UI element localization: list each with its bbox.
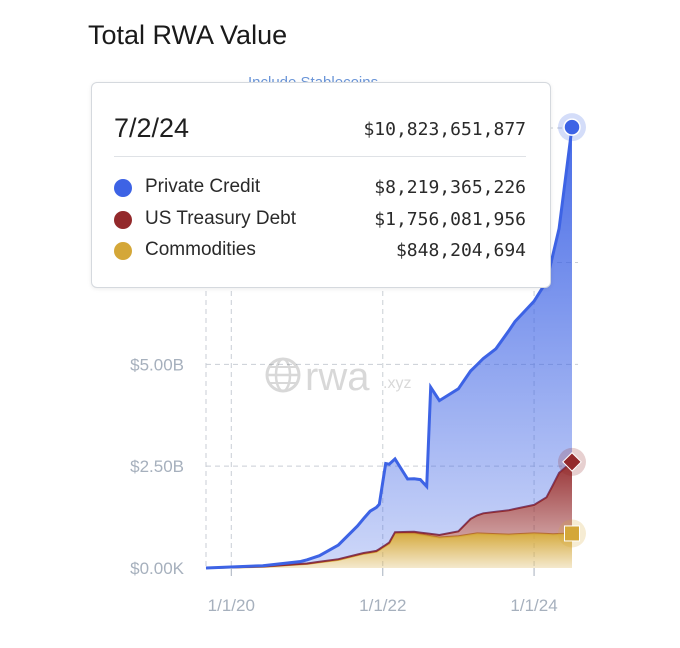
y-tick-label: $0.00K [130, 559, 185, 578]
line-private-credit [205, 127, 574, 570]
commodities-marker [563, 525, 580, 542]
private-credit-dot-icon [114, 179, 132, 197]
x-tick-label: 1/1/20 [208, 596, 255, 615]
area-private-credit [206, 127, 572, 568]
tooltip-total: $10,823,651,877 [363, 119, 526, 140]
us-treasury-marker [562, 452, 582, 472]
watermark: rwa .xyz [265, 355, 411, 399]
tooltip-date: 7/2/24 [114, 113, 190, 143]
tooltip-row-label: Private Credit [145, 176, 261, 197]
watermark-text: rwa [305, 355, 370, 399]
series-markers [557, 113, 586, 548]
page-title: Total RWA Value [88, 20, 288, 50]
tooltip-row-label: US Treasury Debt [145, 208, 296, 229]
tooltip-row-value: $8,219,365,226 [374, 177, 526, 198]
x-tick-label: 1/1/24 [510, 596, 557, 615]
watermark-suffix: .xyz [383, 375, 411, 392]
y-tick-label: $5.00B [130, 355, 184, 374]
tooltip-row-commodities: Commodities $848,204,694 [114, 238, 526, 264]
tooltip-row-value: $848,204,694 [395, 240, 526, 261]
y-tick-label: $2.50B [130, 457, 184, 476]
tooltip-header: 7/2/24 $10,823,651,877 [114, 113, 526, 153]
area-us-treasury-debt [206, 461, 572, 568]
globe-icon [265, 357, 301, 393]
tooltip-divider [114, 156, 526, 157]
commodities-dot-icon [114, 242, 132, 260]
area-commodities [206, 533, 572, 568]
hover-tooltip: 7/2/24 $10,823,651,877 Private Credit $8… [91, 82, 551, 288]
tooltip-row-label: Commodities [145, 239, 256, 260]
tooltip-row-private-credit: Private Credit $8,219,365,226 [114, 175, 526, 201]
tooltip-row-us-treasury-debt: US Treasury Debt $1,756,081,956 [114, 207, 526, 233]
tooltip-row-value: $1,756,081,956 [374, 209, 526, 230]
stacked-areas [205, 127, 574, 570]
private-credit-marker [563, 118, 581, 136]
axes: $0.00K$2.50B$5.00B$7.50B1/1/201/1/221/1/… [130, 254, 558, 615]
x-tick-label: 1/1/22 [359, 596, 406, 615]
us-treasury-dot-icon [114, 211, 132, 229]
